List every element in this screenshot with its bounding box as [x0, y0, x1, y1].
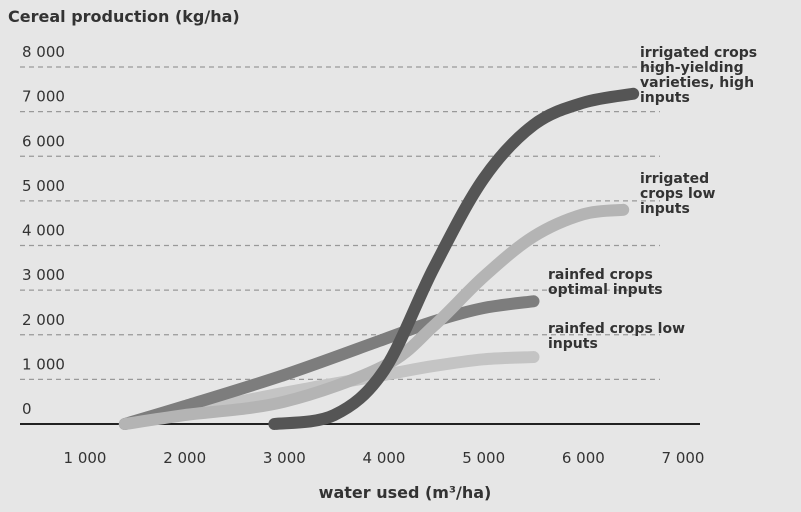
chart-title: Cereal production (kg/ha) — [8, 7, 240, 26]
series-line — [268, 87, 640, 430]
y-tick-label: 3 000 — [22, 266, 65, 284]
x-tick-label: 2 000 — [163, 449, 206, 467]
y-tick-label: 8 000 — [22, 43, 65, 61]
series-label: rainfed crops low inputs — [548, 321, 685, 352]
y-tick-label: 7 000 — [22, 88, 65, 106]
x-tick-label: 7 000 — [662, 449, 705, 467]
x-tick-label: 5 000 — [462, 449, 505, 467]
series-label: irrigated crops low inputs — [640, 171, 716, 217]
series-label: rainfed crops optimal inputs — [548, 267, 663, 298]
y-tick-label: 1 000 — [22, 355, 65, 373]
series-label: irrigated crops high-yielding varieties,… — [640, 45, 758, 106]
x-tick-label: 4 000 — [363, 449, 406, 467]
y-tick-label: 2 000 — [22, 311, 65, 329]
y-tick-label: 6 000 — [22, 132, 65, 150]
series-line — [118, 295, 540, 430]
x-tick-label: 1 000 — [64, 449, 107, 467]
x-tick-label: 3 000 — [263, 449, 306, 467]
y-tick-label: 5 000 — [22, 177, 65, 195]
y-tick-label: 4 000 — [22, 222, 65, 240]
series-line — [118, 203, 630, 430]
x-axis-label: water used (m³/ha) — [319, 483, 492, 502]
y-tick-label: 0 — [22, 400, 32, 418]
x-tick-label: 6 000 — [562, 449, 605, 467]
